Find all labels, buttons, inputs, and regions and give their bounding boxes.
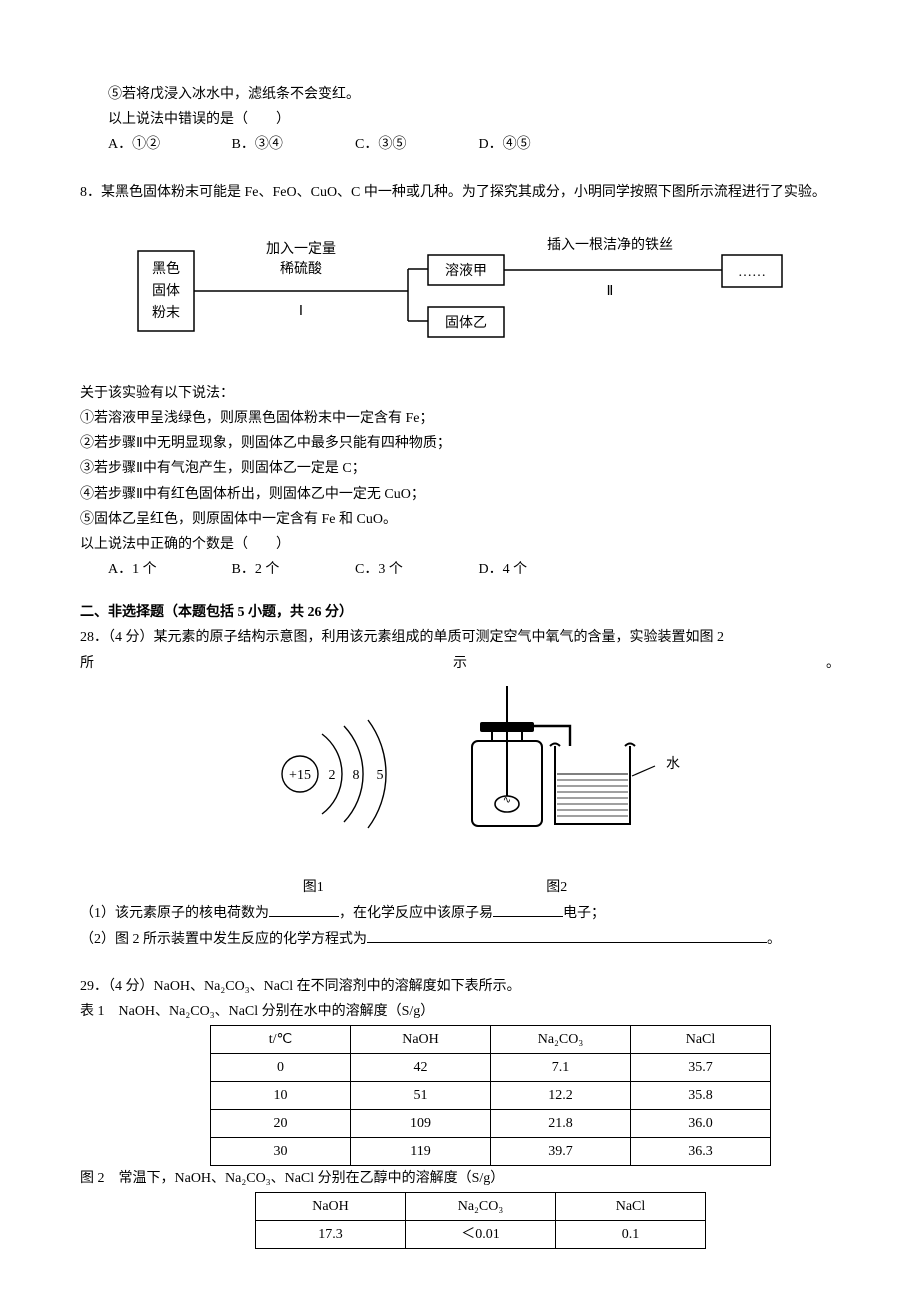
q28-stem-line2: 所 示 。: [80, 651, 840, 676]
q7-option-c: C．③⑤: [355, 132, 475, 157]
q8-s4: ④若步骤Ⅱ中有红色固体析出，则固体乙中一定无 CuO；: [80, 482, 840, 507]
q28-diagrams: +15 2 8 5 ∿: [80, 686, 840, 865]
t1-h2: Na₂CO₃: [491, 1025, 631, 1053]
q29-stem: 29．（4 分）NaOH、Na₂CO₃、NaCl 在不同溶剂中的溶解度如下表所示…: [80, 974, 840, 999]
q28-sub1-a: （1）该元素原子的核电荷数为: [80, 906, 269, 921]
table-row: 105112.235.8: [211, 1081, 771, 1109]
svg-text:∿: ∿: [503, 795, 511, 806]
q8-option-c: C．3 个: [355, 557, 475, 582]
svg-text:+15: +15: [289, 768, 311, 783]
q28-stem-l: 所: [80, 651, 94, 676]
svg-text:2: 2: [329, 768, 336, 783]
table-row: 0427.135.7: [211, 1053, 771, 1081]
q28-sub2-a: （2）图 2 所示装置中发生反应的化学方程式为: [80, 932, 367, 947]
blank-3: [367, 926, 767, 943]
q29-table2-caption: 图 2 常温下，NaOH、Na₂CO₃、NaCl 分别在乙醇中的溶解度（S/g）: [80, 1166, 840, 1191]
q7-option-d: D．④⑤: [479, 132, 599, 157]
q8-option-d: D．4 个: [479, 557, 599, 582]
table-row: 17.3＜0.010.1: [256, 1220, 706, 1248]
q29-table2: NaOH Na₂CO₃ NaCl 17.3＜0.010.1: [255, 1192, 706, 1249]
svg-text:……: ……: [738, 265, 766, 280]
q28-sub2: （2）图 2 所示装置中发生反应的化学方程式为 。: [80, 926, 840, 952]
q28-sub1-b: ，在化学反应中该原子易: [339, 906, 493, 921]
svg-text:水: 水: [666, 756, 680, 772]
svg-text:固体: 固体: [152, 283, 180, 299]
svg-text:Ⅰ: Ⅰ: [299, 304, 303, 319]
svg-text:稀硫酸: 稀硫酸: [280, 261, 322, 277]
q28-captions: 图1 图2: [80, 875, 840, 900]
q8-s3: ③若步骤Ⅱ中有气泡产生，则固体乙一定是 C；: [80, 456, 840, 481]
t2-h2: NaCl: [556, 1192, 706, 1220]
t2-h0: NaOH: [256, 1192, 406, 1220]
svg-text:溶液甲: 溶液甲: [445, 263, 487, 279]
svg-text:插入一根洁净的铁丝: 插入一根洁净的铁丝: [547, 237, 673, 253]
q7-statement-5: ⑤若将戊浸入冰水中，滤纸条不会变红。: [108, 82, 840, 107]
q28-caption1: 图1: [233, 875, 393, 900]
q7-options: A．①② B．③④ C．③⑤ D．④⑤: [108, 132, 840, 157]
q29-table1: t/℃ NaOH Na₂CO₃ NaCl 0427.135.7 105112.2…: [210, 1025, 771, 1167]
section-2-header: 二、非选择题（本题包括 5 小题，共 26 分）: [80, 600, 840, 625]
q28-caption2: 图2: [477, 875, 637, 900]
q8-option-a: A．1 个: [108, 557, 228, 582]
svg-text:Ⅱ: Ⅱ: [607, 284, 614, 299]
q29-table1-caption: 表 1 NaOH、Na₂CO₃、NaCl 分别在水中的溶解度（S/g）: [80, 999, 840, 1024]
q28-stem-m: 示: [453, 651, 467, 676]
blank-1: [269, 900, 339, 917]
q7-prompt: 以上说法中错误的是（ ）: [108, 107, 840, 132]
q28-sub2-b: 。: [767, 932, 781, 947]
q7-option-a: A．①②: [108, 132, 228, 157]
q8-s5: ⑤固体乙呈红色，则原固体中一定含有 Fe 和 CuO。: [80, 507, 840, 532]
svg-text:固体乙: 固体乙: [445, 315, 487, 331]
table-row: 3011939.736.3: [211, 1138, 771, 1166]
svg-text:8: 8: [353, 768, 360, 783]
t1-h0: t/℃: [211, 1025, 351, 1053]
table-row: 2010921.836.0: [211, 1110, 771, 1138]
t1-h3: NaCl: [631, 1025, 771, 1053]
table-row: NaOH Na₂CO₃ NaCl: [256, 1192, 706, 1220]
q8-below: 关于该实验有以下说法：: [80, 381, 840, 406]
q28-stem-line1: 28．（4 分）某元素的原子结构示意图，利用该元素组成的单质可测定空气中氧气的含…: [80, 625, 840, 650]
svg-text:加入一定量: 加入一定量: [266, 241, 336, 257]
q7-option-b: B．③④: [232, 132, 352, 157]
q8-s1: ①若溶液甲呈浅绿色，则原黑色固体粉末中一定含有 Fe；: [80, 406, 840, 431]
t2-h1: Na₂CO₃: [406, 1192, 556, 1220]
q8-stem: 8．某黑色固体粉末可能是 Fe、FeO、CuO、C 中一种或几种。为了探究其成分…: [80, 180, 840, 205]
svg-text:粉末: 粉末: [152, 305, 180, 321]
q28-sub1: （1）该元素原子的核电荷数为 ，在化学反应中该原子易 电子；: [80, 900, 840, 926]
blank-2: [493, 900, 563, 917]
q8-flowchart: × 黑色 固体 粉末 加入一定量 稀硫酸 Ⅰ 溶液甲 固体乙 插入一根洁净的铁丝…: [128, 213, 840, 353]
q8-s2: ②若步骤Ⅱ中无明显现象，则固体乙中最多只能有四种物质；: [80, 431, 840, 456]
q28-stem-r: 。: [826, 651, 840, 676]
t1-h1: NaOH: [351, 1025, 491, 1053]
table-row: t/℃ NaOH Na₂CO₃ NaCl: [211, 1025, 771, 1053]
svg-text:黑色: 黑色: [152, 260, 180, 277]
q8-options: A．1 个 B．2 个 C．3 个 D．4 个: [108, 557, 840, 582]
svg-text:5: 5: [377, 768, 384, 783]
q8-prompt: 以上说法中正确的个数是（ ）: [80, 532, 840, 557]
q28-sub1-c: 电子；: [563, 906, 605, 921]
q8-option-b: B．2 个: [232, 557, 352, 582]
